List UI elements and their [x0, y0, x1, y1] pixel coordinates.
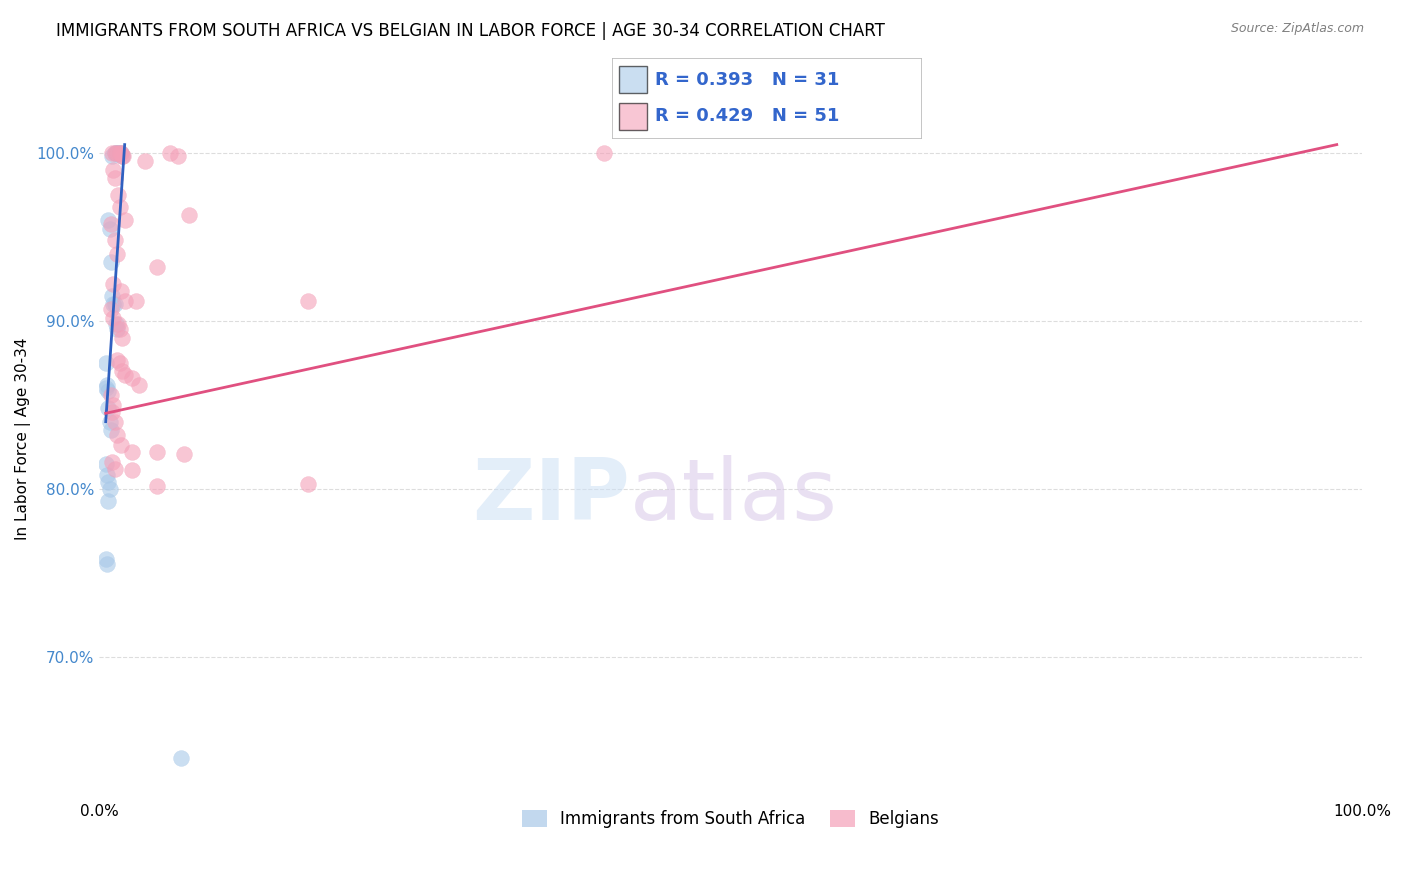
Point: [110, 146, 132, 161]
Point: [146, 445, 169, 459]
Point: [103, 146, 125, 161]
Text: R = 0.429   N = 51: R = 0.429 N = 51: [655, 107, 839, 125]
Text: Source: ZipAtlas.com: Source: ZipAtlas.com: [1230, 22, 1364, 36]
FancyBboxPatch shape: [619, 66, 647, 94]
Point: [103, 297, 125, 311]
Text: ZIP: ZIP: [472, 455, 630, 538]
Point: [121, 445, 143, 459]
Point: [103, 297, 125, 311]
Point: [94, 356, 117, 370]
Point: [110, 284, 132, 298]
Point: [125, 293, 148, 308]
Point: [593, 146, 616, 161]
Point: [94, 381, 117, 395]
Point: [297, 476, 319, 491]
Point: [108, 200, 131, 214]
Point: [96, 558, 118, 572]
Point: [297, 293, 319, 308]
Point: [103, 146, 125, 161]
Y-axis label: In Labor Force | Age 30-34: In Labor Force | Age 30-34: [15, 337, 31, 540]
Point: [108, 322, 131, 336]
Point: [100, 217, 122, 231]
Text: IMMIGRANTS FROM SOUTH AFRICA VS BELGIAN IN LABOR FORCE | AGE 30-34 CORRELATION C: IMMIGRANTS FROM SOUTH AFRICA VS BELGIAN …: [56, 22, 886, 40]
Point: [170, 750, 193, 764]
Point: [107, 188, 129, 202]
Point: [103, 162, 125, 177]
Point: [100, 388, 122, 402]
Point: [111, 149, 134, 163]
Point: [177, 208, 200, 222]
Point: [108, 146, 131, 161]
Point: [100, 255, 122, 269]
Point: [103, 415, 125, 429]
Point: [107, 318, 129, 332]
Point: [107, 146, 129, 161]
Point: [146, 478, 169, 492]
Point: [146, 260, 169, 275]
Point: [103, 398, 125, 412]
Point: [94, 552, 117, 566]
Point: [98, 415, 121, 429]
Point: [101, 455, 124, 469]
Point: [96, 468, 118, 483]
Point: [103, 461, 125, 475]
Point: [114, 293, 136, 308]
Point: [100, 423, 122, 437]
Text: R = 0.393   N = 31: R = 0.393 N = 31: [655, 70, 839, 88]
Point: [108, 356, 131, 370]
Point: [128, 377, 150, 392]
Point: [166, 149, 188, 163]
Point: [105, 352, 128, 367]
Point: [105, 146, 128, 161]
Point: [121, 371, 143, 385]
Point: [112, 149, 135, 163]
FancyBboxPatch shape: [619, 103, 647, 130]
Point: [94, 457, 117, 471]
Point: [173, 447, 195, 461]
Point: [103, 233, 125, 247]
Point: [104, 318, 127, 332]
Text: atlas: atlas: [630, 455, 838, 538]
Point: [97, 213, 120, 227]
Point: [103, 171, 125, 186]
Point: [97, 384, 120, 399]
Point: [105, 322, 128, 336]
Point: [103, 310, 125, 325]
Point: [101, 289, 124, 303]
Point: [134, 154, 156, 169]
Point: [105, 428, 128, 442]
Point: [97, 493, 120, 508]
Point: [98, 482, 121, 496]
Point: [97, 475, 120, 490]
Point: [101, 146, 124, 161]
Point: [111, 364, 134, 378]
Point: [114, 213, 136, 227]
Point: [101, 404, 124, 418]
Point: [104, 146, 127, 161]
Point: [110, 438, 132, 452]
Point: [103, 277, 125, 291]
Point: [96, 377, 118, 392]
Point: [105, 246, 128, 260]
Point: [105, 146, 128, 161]
Point: [121, 463, 143, 477]
Point: [97, 401, 120, 416]
Point: [159, 146, 181, 161]
Legend: Immigrants from South Africa, Belgians: Immigrants from South Africa, Belgians: [515, 803, 946, 835]
Point: [108, 146, 131, 161]
Point: [114, 368, 136, 382]
Point: [100, 302, 122, 317]
Point: [111, 149, 134, 163]
Point: [110, 146, 132, 161]
Point: [101, 149, 124, 163]
Point: [111, 331, 134, 345]
Point: [98, 221, 121, 235]
